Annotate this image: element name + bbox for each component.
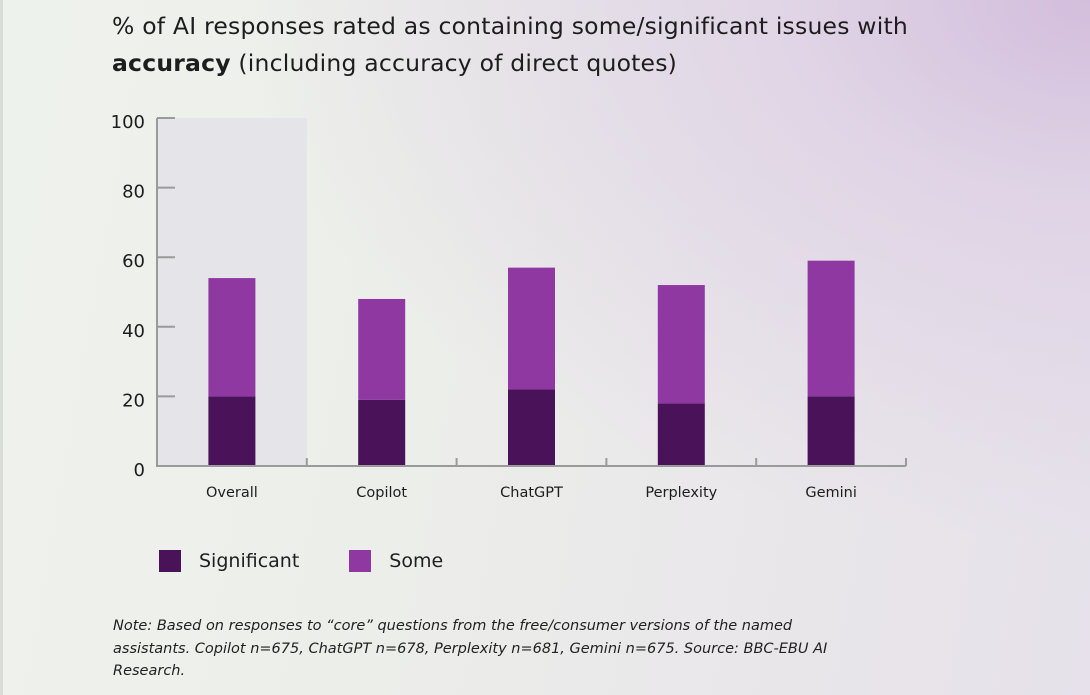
bar-perplexity-significant [657,403,705,466]
bar-perplexity-some [657,285,705,404]
chart-title-suffix: (including accuracy of direct quotes) [230,49,678,77]
bar-copilot-some [358,298,406,400]
legend-item-significant: Significant [159,550,299,572]
legend-item-some: Some [349,550,443,572]
y-tick-label-0: 0 [134,460,145,481]
x-tick-label-gemini: Gemini [805,485,857,501]
legend-swatch-significant [159,550,181,572]
stacked-bar-chart: Overall Copilot ChatGPT Perplexity Gemini 0 20… [111,112,907,501]
y-tick-label-80: 80 [122,182,145,203]
x-tick-label-chatgpt: ChatGPT [500,485,563,501]
bar-overall-some [208,278,256,397]
bar-copilot-significant [358,399,406,466]
bar-overall-significant [208,396,256,466]
bar-chatgpt-significant [508,389,555,466]
bar-chatgpt-some [508,267,555,390]
chart-title-bold: accuracy [112,49,231,77]
y-tick-label-60: 60 [122,251,145,272]
chart-title: % of AI responses rated as containing so… [112,8,972,82]
left-edge-strip [0,0,3,695]
chart-title-prefix: % of AI responses rated as containing so… [112,12,908,40]
source-note: Note: Based on responses to “core” quest… [113,618,828,679]
y-tick-label-20: 20 [122,390,145,411]
chart-legend: Significant Some [159,550,493,572]
legend-label-some: Some [389,550,444,572]
bar-gemini-some [807,260,855,397]
x-tick-label-perplexity: Perplexity [645,485,717,501]
x-tick-label-overall: Overall [206,485,258,501]
x-tick-label-copilot: Copilot [356,485,407,501]
y-tick-label-100: 100 [111,112,145,133]
bar-gemini-significant [807,396,855,466]
legend-label-significant: Significant [199,550,300,572]
y-tick-label-40: 40 [122,321,145,342]
legend-swatch-some [349,550,372,572]
